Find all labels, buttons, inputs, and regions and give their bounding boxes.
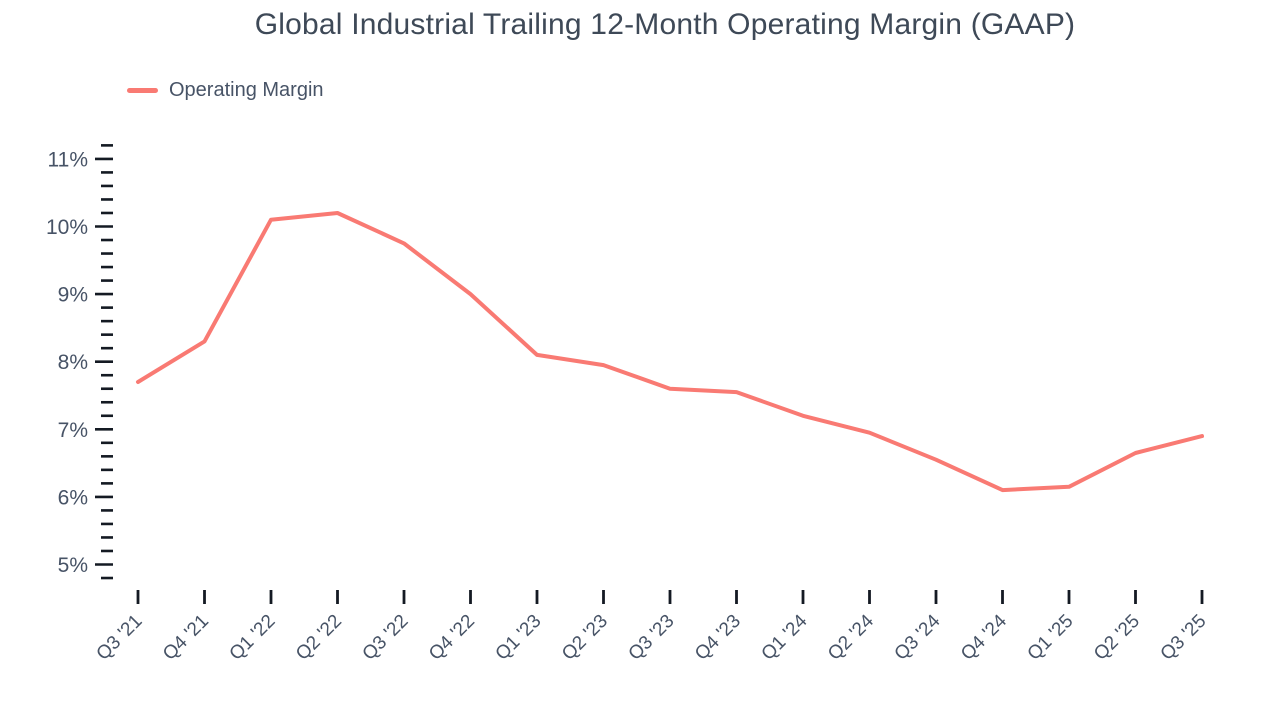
- x-axis-label: Q4 '22: [425, 611, 479, 665]
- y-axis-label: 7%: [58, 419, 88, 442]
- y-axis-label: 9%: [58, 284, 88, 307]
- y-axis-label: 8%: [58, 351, 88, 374]
- x-axis-label: Q4 '24: [957, 610, 1011, 664]
- y-axis-label: 11%: [48, 148, 88, 171]
- x-axis-label: Q2 '25: [1090, 611, 1144, 665]
- operating-margin-line: [136, 211, 1204, 493]
- legend-label: Operating Margin: [169, 79, 324, 101]
- x-axis-label: Q1 '24: [758, 610, 812, 664]
- x-axis-label: Q1 '23: [492, 611, 546, 665]
- x-axis-label: Q4 '23: [691, 611, 745, 665]
- x-axis-label: Q2 '22: [292, 611, 346, 665]
- x-axis-label: Q2 '24: [824, 610, 878, 664]
- x-axis-label: Q2 '23: [558, 611, 612, 665]
- y-axis-label: 5%: [58, 554, 88, 577]
- legend: Operating Margin: [127, 79, 324, 102]
- x-axis-label: Q3 '22: [359, 611, 413, 665]
- chart-title: Global Industrial Trailing 12-Month Oper…: [254, 8, 1076, 41]
- x-axis-label: Q1 '25: [1024, 611, 1078, 665]
- x-axis-label: Q3 '23: [625, 611, 679, 665]
- legend-line-swatch-icon: [127, 88, 158, 93]
- x-axis-label: Q3 '25: [1157, 611, 1211, 665]
- x-axis-label: Q3 '21: [93, 611, 147, 665]
- x-axis-label: Q4 '21: [159, 611, 213, 665]
- y-axis-label: 6%: [58, 486, 88, 509]
- y-axis-label: 10%: [46, 216, 88, 239]
- x-axis-label: Q1 '22: [226, 611, 280, 665]
- x-axis-label: Q3 '24: [891, 610, 945, 664]
